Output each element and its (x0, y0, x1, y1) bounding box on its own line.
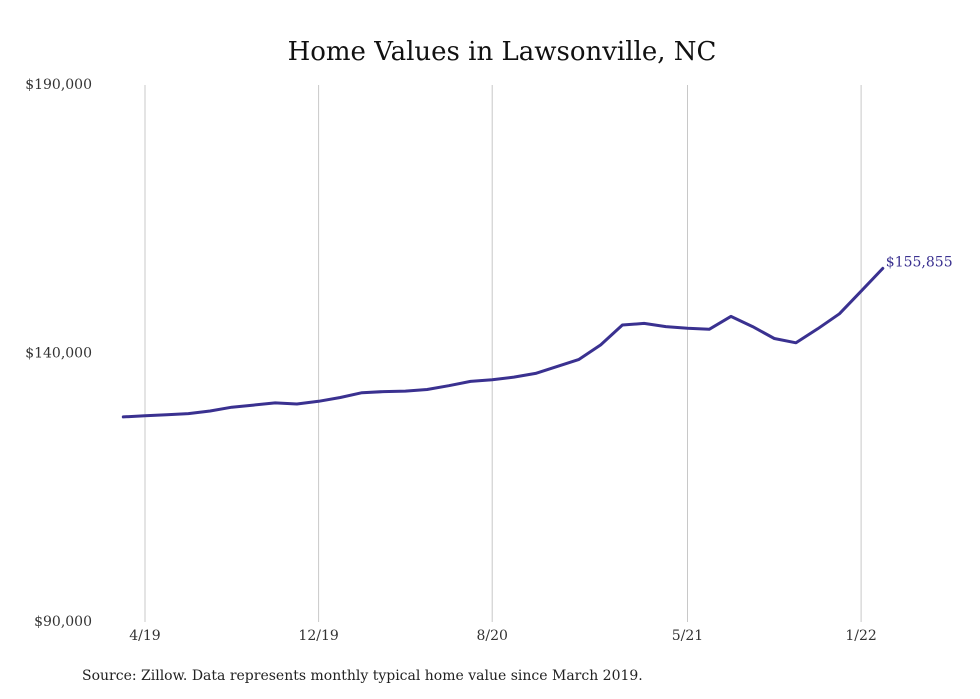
data-point (838, 312, 841, 315)
x-axis: 4/19 12/19 8/20 5/21 1/22 (129, 628, 877, 644)
data-point (361, 391, 363, 394)
data-point (122, 416, 125, 418)
data-point (187, 412, 190, 415)
data-point (795, 341, 797, 344)
data-point (686, 327, 689, 330)
y-axis: $190,000 $140,000 $90,000 (25, 77, 92, 630)
data-point (773, 337, 776, 340)
y-tick-label: $140,000 (25, 346, 92, 362)
data-point (426, 388, 428, 391)
x-tick-label: 4/19 (129, 628, 160, 644)
data-point (708, 328, 710, 331)
data-point (491, 379, 494, 381)
data-point (730, 315, 732, 318)
chart-title: Home Values in Lawsonville, NC (288, 37, 717, 67)
data-point (165, 413, 168, 416)
x-tick-label: 5/21 (672, 628, 703, 644)
data-point (665, 325, 667, 328)
data-point (231, 406, 233, 409)
source-note: Source: Zillow. Data represents monthly … (82, 668, 643, 684)
y-tick-label: $90,000 (34, 614, 92, 630)
data-point (209, 410, 211, 412)
gridlines (144, 85, 862, 622)
data-point (274, 402, 277, 404)
series-layer: $155,855 (121, 254, 953, 419)
data-point (144, 414, 146, 417)
data-point (252, 404, 255, 406)
data-point (382, 390, 385, 393)
data-point (882, 267, 884, 270)
y-tick-label: $190,000 (25, 77, 92, 93)
data-point (816, 327, 819, 330)
x-tick-label: 12/19 (298, 628, 338, 644)
data-point (469, 380, 472, 383)
data-point (860, 290, 862, 293)
end-value-label: $155,855 (886, 254, 953, 270)
data-point (556, 365, 559, 368)
data-point (621, 324, 624, 326)
data-point (513, 376, 515, 378)
data-point (751, 325, 754, 328)
series-line (121, 266, 885, 419)
data-point (404, 390, 407, 392)
data-point (339, 396, 342, 399)
data-point (317, 400, 320, 403)
data-point (578, 358, 580, 361)
x-tick-label: 1/22 (845, 628, 876, 644)
data-point (599, 344, 602, 346)
data-point (643, 322, 645, 325)
x-tick-label: 8/20 (476, 628, 507, 644)
data-point (296, 403, 298, 405)
data-point (534, 372, 537, 375)
data-point (448, 384, 450, 387)
